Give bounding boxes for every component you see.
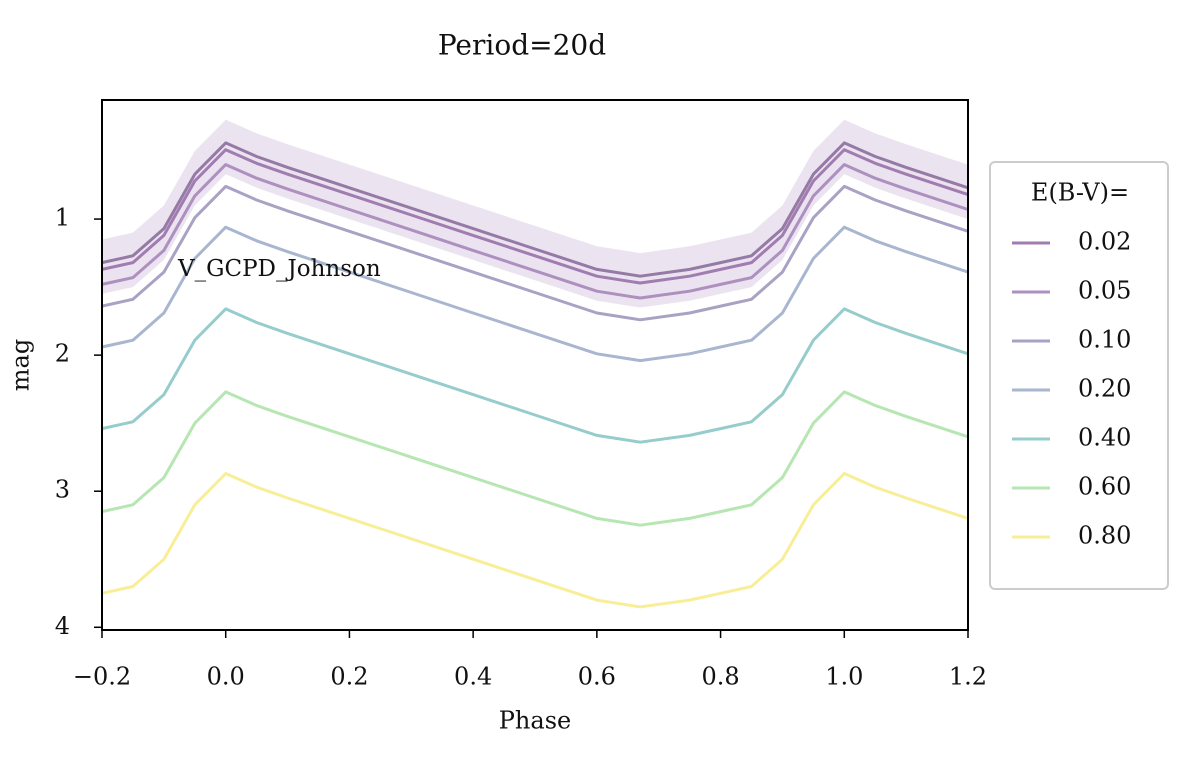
- x-tick-label: 1.0: [825, 663, 863, 691]
- x-tick-label: 0.0: [207, 663, 245, 691]
- plot-frame: [101, 99, 969, 631]
- series-line: [101, 148, 969, 285]
- series-line: [101, 141, 969, 278]
- y-tick-label: 1: [55, 204, 70, 232]
- series-line: [101, 472, 969, 609]
- legend-label: 0.10: [1078, 326, 1131, 354]
- y-tick-label: 4: [55, 612, 70, 640]
- legend-label: 0.20: [1078, 375, 1131, 403]
- legend-title: E(B-V)=: [1031, 179, 1129, 207]
- chart-title: Period=20d: [438, 29, 606, 62]
- x-axis-label: Phase: [499, 707, 571, 735]
- series-line: [101, 390, 969, 527]
- x-tick-label: 0.4: [454, 663, 492, 691]
- x-tick-label: 0.6: [578, 663, 616, 691]
- series-line: [101, 307, 969, 444]
- series-line: [101, 184, 969, 322]
- legend-label: 0.60: [1078, 473, 1131, 501]
- y-tick-label: 3: [55, 476, 70, 504]
- uncertainty-band: [102, 119, 968, 308]
- x-tick-label: −0.2: [73, 663, 131, 691]
- legend-label: 0.05: [1078, 277, 1131, 305]
- series-line: [101, 163, 969, 300]
- y-axis-label: mag: [7, 339, 35, 391]
- annotation: V_GCPD_Johnson: [177, 256, 381, 282]
- x-tick-label: 1.2: [949, 663, 987, 691]
- y-tick-label: 2: [55, 340, 70, 368]
- legend-label: 0.40: [1078, 424, 1131, 452]
- series-line: [101, 225, 969, 363]
- legend-label: 0.02: [1078, 228, 1131, 256]
- x-tick-label: 0.2: [330, 663, 368, 691]
- legend-label: 0.80: [1078, 522, 1131, 550]
- x-tick-label: 0.8: [701, 663, 739, 691]
- legend-frame: [989, 161, 1169, 590]
